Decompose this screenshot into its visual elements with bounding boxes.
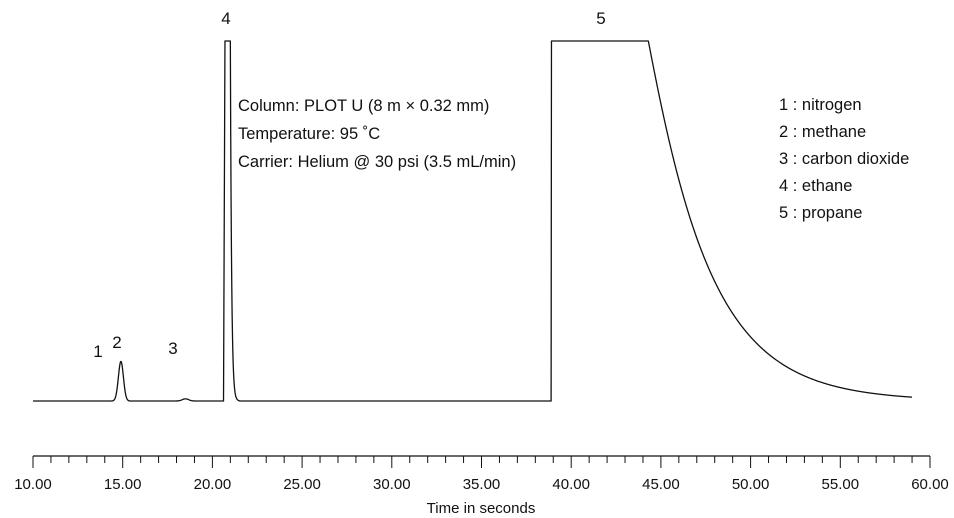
peak-labels: 1 2 3 4 5 [93,9,605,361]
x-tick-label: 45.00 [642,476,680,493]
legend-item-2: 2 : methane [779,123,866,141]
temperature-info: Temperature: 95 ˚C [238,125,380,143]
x-tick-label: 10.00 [14,476,52,493]
peak-label-1: 1 [93,342,102,361]
x-tick-label: 25.00 [283,476,321,493]
x-tick-label: 60.00 [911,476,949,493]
peak-label-4: 4 [221,9,230,28]
x-tick-label: 20.00 [194,476,232,493]
chromatogram-trace [32,40,913,402]
carrier-info: Carrier: Helium @ 30 psi (3.5 mL/min) [238,153,516,171]
x-tick-label: 55.00 [822,476,860,493]
legend: 1 : nitrogen 2 : methane 3 : carbon diox… [779,96,909,222]
legend-item-3: 3 : carbon dioxide [779,150,909,168]
x-axis: 10.00 15.00 20.00 25.00 30.00 35.00 40.00 45.00… [14,455,949,517]
x-axis-title: Time in seconds [427,500,536,517]
x-tick-label: 30.00 [373,476,411,493]
x-tick-label: 50.00 [732,476,770,493]
legend-item-4: 4 : ethane [779,177,852,195]
method-conditions: Column: PLOT U (8 m × 0.32 mm) Temperatu… [238,97,516,171]
x-tick-labels: 10.00 15.00 20.00 25.00 30.00 35.00 40.00 45.00… [14,476,949,493]
column-info: Column: PLOT U (8 m × 0.32 mm) [238,97,489,115]
peak-label-2: 2 [112,333,121,352]
legend-item-1: 1 : nitrogen [779,96,862,114]
peak-label-3: 3 [168,339,177,358]
x-tick-label: 15.00 [104,476,142,493]
x-ticks [32,456,931,468]
x-tick-label: 40.00 [552,476,590,493]
peak-label-5: 5 [596,9,605,28]
x-tick-label: 35.00 [463,476,501,493]
legend-item-5: 5 : propane [779,204,862,222]
